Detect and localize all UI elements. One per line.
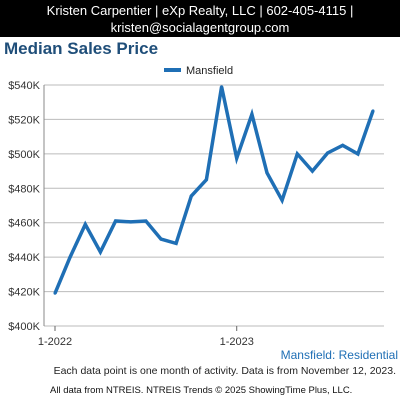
data-point <box>280 198 284 202</box>
y-tick-label: $540K <box>8 80 40 92</box>
data-point <box>265 171 269 175</box>
y-tick-label: $520K <box>8 114 40 126</box>
agent-email-line: kristen@socialagentgroup.com <box>110 20 290 35</box>
data-point <box>235 156 239 160</box>
y-tick-label: $500K <box>8 149 40 161</box>
data-point <box>341 143 345 147</box>
data-point <box>174 241 178 245</box>
data-point <box>250 112 254 116</box>
y-tick-label: $460K <box>8 218 40 230</box>
data-point <box>295 152 299 156</box>
agent-contact-line-1: Kristen Carpentier | eXp Realty, LLC | 6… <box>46 3 354 18</box>
data-point <box>189 194 193 198</box>
y-tick-label: $440K <box>8 252 40 264</box>
data-source: All data from NTREIS. NTREIS Trends © 20… <box>50 385 353 396</box>
data-point <box>144 219 148 223</box>
agent-header: Kristen Carpentier | eXp Realty, LLC | 6… <box>0 0 400 37</box>
data-point <box>356 152 360 156</box>
data-point <box>53 291 57 295</box>
data-point <box>68 255 72 259</box>
data-point <box>83 222 87 226</box>
x-tick-label: 1-2022 <box>38 336 72 348</box>
series-caption: Mansfield: Residential <box>280 348 398 362</box>
data-point <box>204 178 208 182</box>
x-tick-label: 1-2023 <box>220 336 254 348</box>
series-line-mansfield <box>53 86 375 294</box>
data-point <box>371 109 375 113</box>
data-note: Each data point is one month of activity… <box>53 365 396 377</box>
data-point <box>326 151 330 155</box>
data-point <box>310 169 314 173</box>
data-point <box>129 220 133 224</box>
chart-title: Median Sales Price <box>4 39 159 58</box>
data-point <box>159 237 163 241</box>
data-point <box>114 219 118 223</box>
legend-label: Mansfield <box>186 65 233 77</box>
y-tick-label: $480K <box>8 183 40 195</box>
data-point <box>98 250 102 254</box>
y-tick-label: $420K <box>8 287 40 299</box>
y-tick-label: $400K <box>8 321 40 333</box>
data-point <box>220 85 224 89</box>
